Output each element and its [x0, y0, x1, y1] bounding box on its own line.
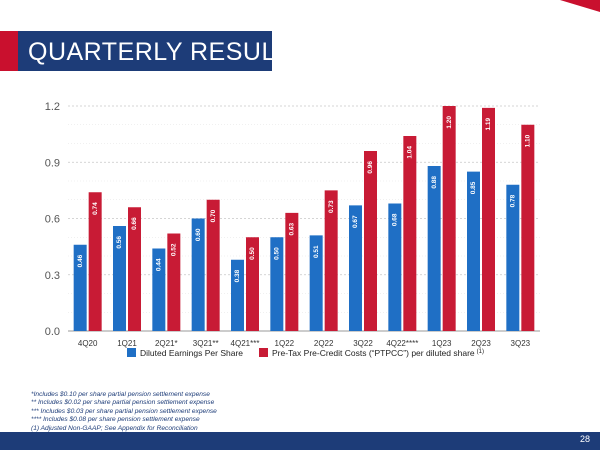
bar-diluted-eps [270, 237, 284, 331]
data-label: 1.04 [407, 146, 414, 159]
bar-ptpcc [364, 151, 377, 331]
x-tick-label: 1Q23 [432, 339, 452, 348]
slide-title: QUARTERLY RESULTS [28, 38, 307, 66]
corner-accent [560, 0, 600, 12]
bar-diluted-eps [506, 184, 520, 331]
bar-ptpcc [206, 199, 220, 331]
legend-swatch-ptpcc [259, 348, 268, 357]
y-tick-label: 1.2 [45, 101, 60, 113]
bar-ptpcc [246, 237, 259, 331]
data-label: 0.67 [352, 215, 359, 228]
bar-diluted-eps [113, 226, 126, 331]
bar-ptpcc [324, 190, 338, 331]
footnote-3: *** Includes $0.03 per share partial pen… [31, 407, 217, 415]
bar-diluted-eps [349, 205, 362, 331]
data-label: 1.20 [446, 116, 453, 129]
bar-diluted-eps [467, 171, 480, 331]
bar-ptpcc [403, 136, 417, 331]
y-tick-label: 0.3 [45, 270, 60, 282]
data-label: 0.70 [210, 209, 217, 222]
data-label: 0.52 [171, 243, 178, 256]
data-label: 0.38 [234, 269, 241, 282]
data-label: 0.68 [392, 213, 399, 226]
x-tick-label: 4Q20 [78, 339, 98, 348]
bar-diluted-eps [427, 166, 441, 331]
legend-label-ptpcc: Pre-Tax Pre-Credit Costs (“PTPCC”) per d… [272, 348, 475, 358]
data-label: 0.63 [289, 222, 296, 235]
x-tick-label: 2Q22 [314, 339, 334, 348]
y-tick-label: 0.9 [45, 157, 60, 169]
data-label: 0.73 [328, 200, 335, 213]
x-tick-label: 3Q23 [511, 339, 531, 348]
footnote-2: ** Includes $0.02 per share partial pens… [31, 399, 215, 407]
data-label: 0.60 [195, 228, 202, 241]
bar-ptpcc [285, 212, 299, 331]
y-tick-label: 0.6 [45, 214, 60, 226]
data-label: 0.88 [431, 176, 438, 189]
footnote-5: (1) Adjusted Non-GAAP; See Appendix for … [31, 424, 198, 432]
bar-diluted-eps [231, 259, 244, 331]
footnotes: *Includes $0.10 per share partial pensio… [31, 391, 217, 433]
bar-ptpcc [442, 106, 456, 331]
data-label: 0.44 [156, 258, 163, 271]
data-label: 0.74 [92, 202, 99, 215]
x-tick-label: 1Q22 [275, 339, 295, 348]
footnote-1: *Includes $0.10 per share partial pensio… [31, 391, 210, 398]
legend-label-diluted-eps: Diluted Earnings Per Share [140, 348, 243, 358]
x-tick-label: 4Q21*** [231, 339, 260, 348]
data-label: 1.19 [485, 117, 492, 130]
data-label: 0.50 [274, 247, 281, 260]
bar-ptpcc [88, 192, 102, 331]
bar-diluted-eps [388, 203, 402, 331]
data-label: 0.85 [470, 181, 477, 194]
bar-ptpcc [482, 107, 495, 331]
footnote-4: **** Includes $0.08 per share pension se… [31, 416, 200, 424]
x-tick-label: 2Q21* [155, 339, 178, 348]
data-label: 0.51 [313, 245, 320, 258]
x-tick-label: 4Q22**** [386, 339, 418, 348]
bar-diluted-eps [152, 248, 166, 331]
x-tick-label: 2Q23 [471, 339, 491, 348]
x-tick-label: 1Q21 [117, 339, 137, 348]
bar-diluted-eps [191, 218, 205, 331]
page-number: 28 [579, 434, 590, 444]
x-tick-label: 3Q21** [193, 339, 219, 348]
bar-ptpcc [521, 124, 535, 331]
data-label: 1.10 [525, 134, 532, 147]
y-tick-label: 0.0 [45, 326, 60, 338]
footer-bar [0, 432, 600, 450]
title-accent-stripe [0, 31, 18, 71]
quarterly-results-chart: 0.0 0.3 0.6 0.9 1.2 0.46 0.74 4Q20 0.56 0.66 1Q21 0… [45, 101, 540, 358]
data-label: 0.50 [249, 247, 256, 260]
legend-swatch-diluted-eps [127, 348, 136, 357]
data-label: 0.78 [510, 194, 517, 207]
bar-diluted-eps [73, 244, 87, 331]
bar-ptpcc [128, 207, 141, 331]
data-label: 0.46 [77, 254, 84, 267]
bar-ptpcc [167, 233, 181, 331]
bar-diluted-eps [309, 235, 323, 331]
data-label: 0.96 [367, 161, 374, 174]
legend-superscript: (1) [477, 349, 484, 355]
x-tick-label: 3Q22 [353, 339, 373, 348]
data-label: 0.66 [131, 217, 138, 230]
data-label: 0.56 [116, 236, 123, 249]
title-banner: QUARTERLY RESULTS [0, 31, 306, 71]
